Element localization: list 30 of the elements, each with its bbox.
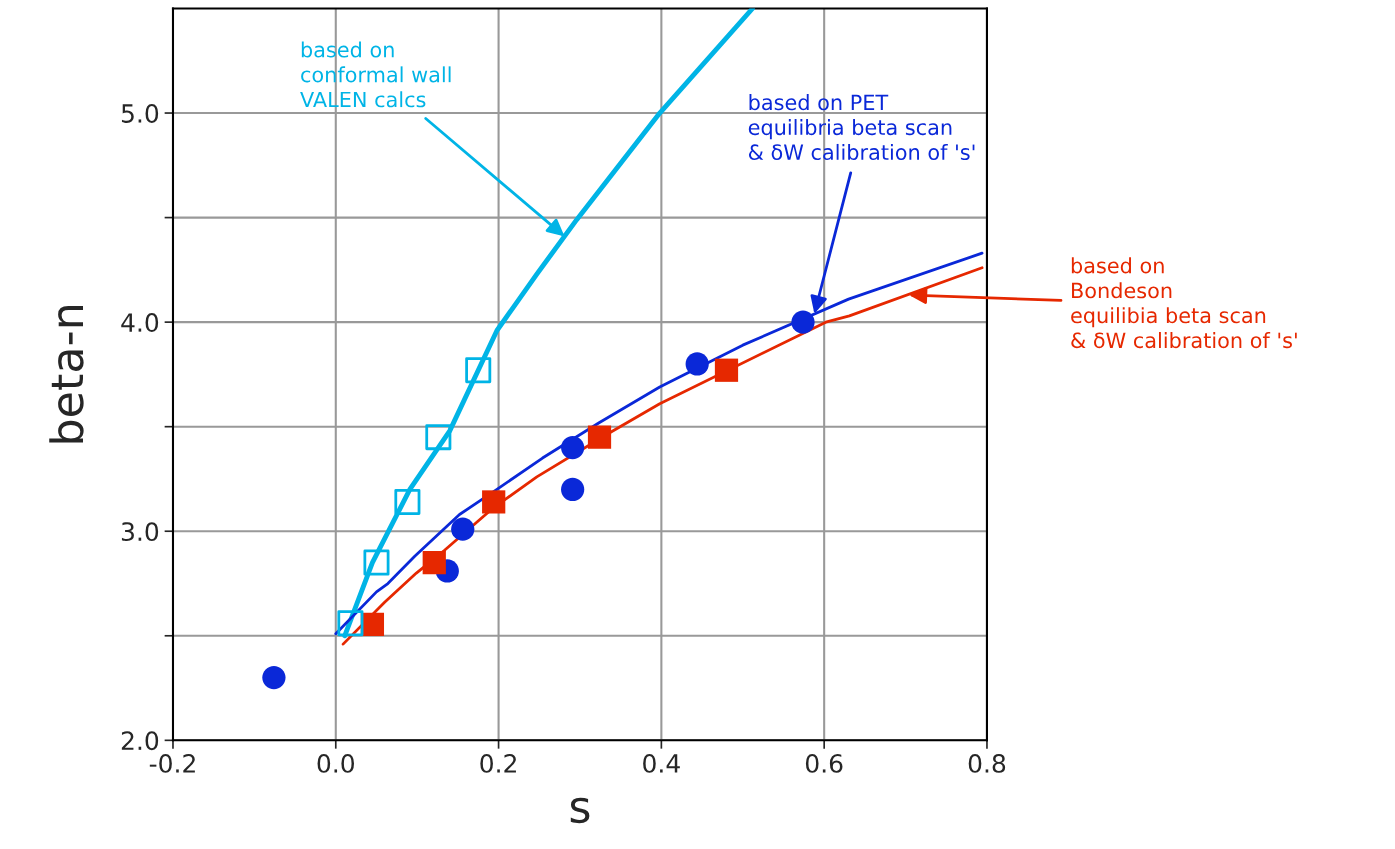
x-tick-label: 0.4 [643, 753, 680, 773]
point [394, 488, 421, 515]
annotation: based on PET equilibria beta scan & δW calibration of 's' [748, 94, 975, 161]
x-tick-label: 0.2 [480, 753, 516, 773]
annotation: based on conformal wall VALEN calcs [300, 41, 451, 108]
point [561, 477, 585, 502]
point [422, 550, 446, 575]
x-tick-label: -0.2 [149, 753, 195, 773]
y-tick-label: 2.0 [121, 731, 159, 751]
x-tick-label: 0.0 [317, 753, 354, 773]
annotation: based on Bondeson equilibia beta scan & δW calibration of 's' [1071, 257, 1297, 349]
y-axis-title: beta-n [49, 305, 84, 443]
point [363, 549, 390, 576]
y-tick-label: 3.0 [121, 522, 159, 542]
x-tick-label: 0.8 [968, 753, 1006, 773]
point [337, 610, 364, 637]
point [451, 517, 475, 541]
point [482, 490, 506, 514]
point [425, 424, 452, 451]
y-tick-label: 5.0 [121, 103, 159, 123]
x-tick-label: 0.6 [805, 753, 843, 773]
point [714, 358, 739, 382]
point [561, 435, 585, 460]
point [791, 310, 815, 334]
point [465, 357, 492, 384]
point [262, 665, 286, 690]
point [587, 425, 612, 449]
x-axis-title: s [570, 797, 590, 824]
point [685, 352, 709, 376]
y-tick-label: 4.0 [121, 313, 159, 332]
